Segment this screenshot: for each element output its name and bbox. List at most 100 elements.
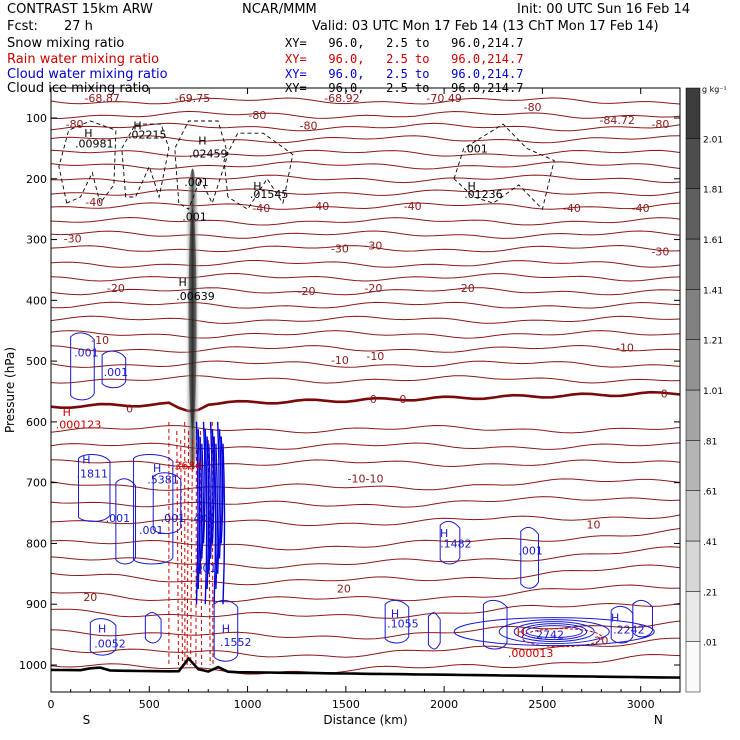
snow-label: .01545 [250,188,289,201]
cloud-water-label: .401 [190,512,215,525]
isotherm-label: 20 [83,591,97,604]
isotherm-line [51,564,680,586]
isotherm-line [51,122,680,132]
cloud-water-core-contour [195,421,199,605]
colorbar-segment [685,591,701,642]
snow-label: .001 [463,142,488,155]
cloud-water-contour [521,623,588,641]
isotherm-line [51,244,680,253]
isotherm-label: -10 [616,342,634,355]
isotherm-label: -40 [563,202,581,215]
isotherm-label: -30 [364,240,382,253]
isotherm-label: -80 [248,109,266,122]
colorbar-tick-label: .21 [703,588,717,598]
colorbar-tick-label: 1.61 [703,236,723,246]
snow-contour [174,120,229,210]
rain-contour [180,440,183,666]
cloud-ice-core [188,208,197,429]
cloud-water-label: .1811 [77,468,109,481]
isotherm-line [51,459,680,468]
snow-label: .001 [184,176,209,189]
cloud-water-core-contour [201,443,204,559]
field-xy-cloud-water: XY= 96.0, 2.5 to 96.0,214.7 [285,67,524,81]
y-tick-label: 600 [26,416,47,429]
colorbar-tick-label: .41 [703,538,717,548]
cloud-water-contour [144,612,162,644]
cloud-water-contour [427,612,441,650]
cloud-water-label: .001 [74,347,99,360]
cloud-water-contour [513,621,595,643]
cloud-water-contour [384,599,410,644]
snow-label: .01236 [464,188,503,201]
cloud-water-core-contour [211,429,215,544]
valid-time: Valid: 03 UTC Mon 17 Feb 14 (13 ChT Mon … [312,19,659,34]
zero-isotherm-line [51,390,680,413]
colorbar-tick-label: .81 [703,437,717,447]
colorbar-segment [685,289,701,340]
field-xy-rain: XY= 96.0, 2.5 to 96.0,214.7 [285,52,524,66]
y-tick-label: 900 [26,598,47,611]
isotherm-label: -80 [300,119,318,132]
isotherm-line [51,259,680,268]
cloud-water-core-contour [217,421,220,574]
colorbar-segment [685,540,701,592]
colorbar-segment [685,238,701,290]
isotherm-line [51,110,680,120]
isotherm-label: -30 [651,246,669,259]
isotherm-line [51,216,680,226]
cloud-water-contour [439,520,461,565]
isotherm-label: -10-10 [348,472,384,485]
terrain-line [51,656,680,679]
isotherm-line [51,375,680,384]
isotherm-label: -10 [366,350,384,363]
isotherm-label: 0 [126,403,133,416]
colorbar-tick-label: 1.81 [703,186,723,196]
snow-contour [453,123,555,211]
cloud-water-core-contour [206,436,210,590]
cloud-water-contour [213,599,239,662]
isotherm-label: 20 [594,635,608,648]
cloud-water-label: .001 [192,562,217,575]
colorbar-segment [685,138,701,189]
colorbar-segment [685,188,701,240]
colorbar-segment [685,339,701,391]
cloud-water-core-contour [218,429,222,559]
cloud-water-core-contour [197,429,201,590]
cloud-water-label: H [440,527,448,540]
x-tick-label: 2500 [528,698,556,711]
cloud-water-label: .001 [518,545,543,558]
isotherm-label: -84.72 [599,114,634,127]
x-tick-label: 1000 [234,698,262,711]
isotherm-label: -70.49 [426,92,461,105]
isotherm-line [51,514,680,527]
cloud-water-label: H [153,462,161,475]
rain-contour [195,421,197,666]
isotherm-label: -30 [331,243,349,256]
cloud-water-label: .1482 [440,537,472,550]
snow-label: .001 [182,210,207,223]
cloud-water-core-contour [202,421,206,544]
colorbar-tick-label: .61 [703,488,717,498]
isotherm-line [51,230,680,239]
cloud-water-label: .001 [104,366,129,379]
isotherm-line [51,174,680,184]
snow-label: H [253,180,261,193]
cloud-water-core-contour [208,443,211,574]
isotherm-line [51,202,680,210]
cloud-water-core-contour [204,429,208,605]
isotherm-line [51,161,680,170]
cloud-water-label: .5381 [147,474,179,487]
cloud-water-contour [482,599,508,650]
isotherm-line [51,424,680,434]
ice-label: H [179,276,187,289]
cloud-water-contour [115,478,137,565]
isotherm-line [51,272,680,282]
cloud-water-contour [152,472,182,535]
isotherm-line [51,315,680,324]
isotherm-line [51,330,680,339]
isotherm-label: -69.75 [175,92,210,105]
y-tick-label: 100 [26,112,47,125]
isotherm-line [51,620,680,640]
isotherm-line [51,584,680,603]
